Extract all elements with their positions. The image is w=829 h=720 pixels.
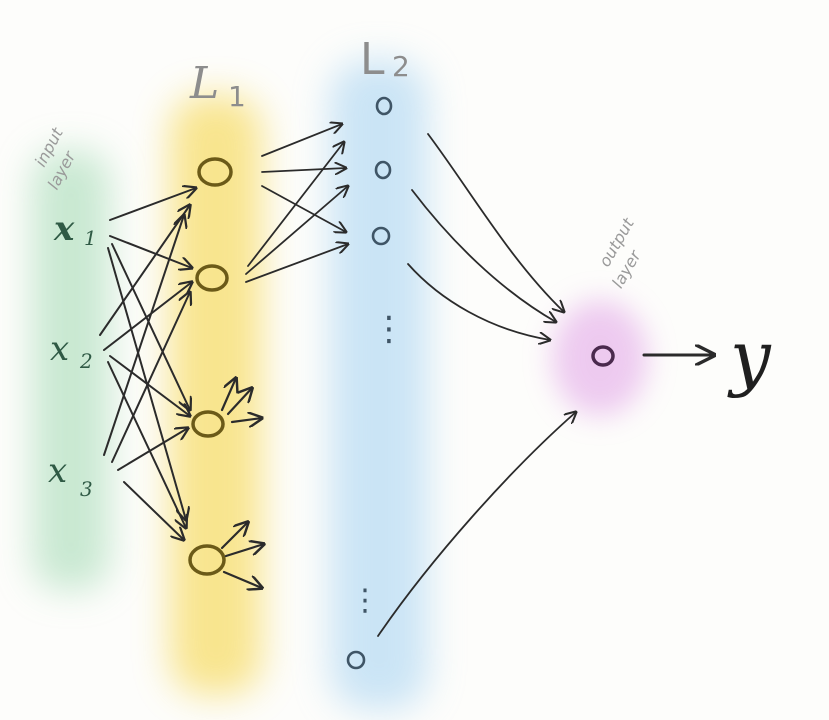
output-layer-label: output layer — [595, 214, 645, 291]
l2-node — [346, 650, 366, 670]
edge — [261, 124, 342, 157]
edge — [261, 185, 346, 232]
l1-node — [191, 410, 225, 438]
edge — [111, 243, 190, 410]
l1-title-letter: L — [189, 58, 219, 109]
edge — [111, 292, 190, 463]
output-symbol-y: y — [727, 315, 772, 399]
l2-ellipsis-upper: ⋮ — [372, 309, 406, 349]
edge — [230, 418, 262, 422]
input-node-x3-subscript: 3 — [80, 477, 93, 501]
edge — [427, 133, 564, 312]
edge — [107, 361, 186, 528]
l1-node — [188, 544, 226, 576]
input-node-x2: x 2 — [50, 329, 93, 373]
l2-layer-band — [330, 60, 428, 710]
edge — [123, 481, 184, 540]
edge — [109, 188, 196, 221]
l2-node — [371, 226, 391, 246]
edge — [226, 388, 252, 416]
edge — [245, 244, 348, 283]
edge — [224, 544, 264, 558]
edges-input-to-l1 — [99, 188, 196, 540]
l1-partial-edges — [220, 378, 264, 588]
input-node-x2-symbol: x — [50, 329, 69, 369]
l1-title-subscript: 1 — [228, 80, 246, 113]
output-node — [591, 345, 615, 367]
edge — [407, 263, 550, 340]
input-node-x3: x 3 — [48, 451, 93, 501]
edge — [220, 522, 248, 550]
input-node-x3-symbol: x — [48, 451, 67, 491]
l2-node — [375, 96, 393, 116]
edge — [222, 570, 262, 588]
l2-ellipsis-lower: ⋮ — [350, 583, 380, 618]
l1-node — [197, 157, 233, 187]
edge — [247, 142, 344, 267]
input-node-x1: x 1 — [53, 209, 97, 250]
l2-title-subscript: 2 — [392, 50, 410, 83]
l2-title-letter: L — [360, 34, 385, 85]
input-node-x1-subscript: 1 — [84, 226, 97, 250]
input-node-x2-subscript: 2 — [79, 349, 93, 373]
output-layer-band — [552, 300, 648, 416]
edges-l1-to-l2 — [245, 124, 348, 283]
l1-layer-band — [170, 95, 262, 695]
edge — [220, 378, 236, 412]
edges-l2-to-output — [377, 133, 576, 637]
edge — [109, 235, 192, 268]
edge — [117, 428, 188, 471]
input-layer-band — [32, 150, 110, 590]
l2-node — [374, 160, 392, 180]
edge — [103, 282, 192, 351]
edge — [103, 215, 184, 456]
l1-title: L 1 — [189, 58, 246, 113]
input-node-x1-symbol: x — [53, 209, 75, 249]
edge — [261, 168, 346, 172]
edge — [411, 189, 556, 322]
edge — [245, 186, 348, 275]
edge — [109, 355, 190, 416]
l2-title: L 2 — [360, 34, 410, 85]
l1-nodes — [188, 157, 233, 576]
edge — [377, 412, 576, 637]
l2-nodes — [346, 96, 393, 670]
l1-node — [195, 264, 229, 292]
